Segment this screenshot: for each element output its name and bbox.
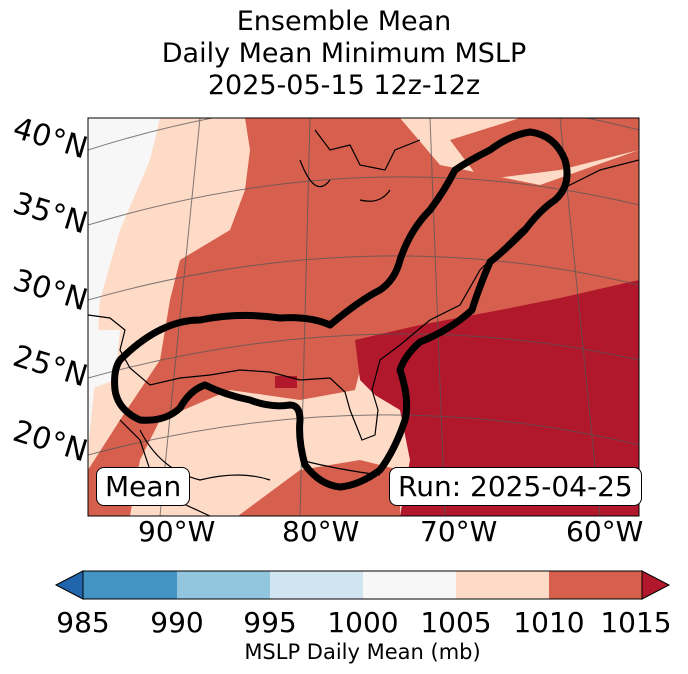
colorbar-tick-985: 985	[56, 606, 110, 639]
colorbar-tick-1015: 1015	[600, 606, 672, 639]
run-date-box: Run: 2025-04-25	[389, 467, 642, 506]
title-line-1: Ensemble Mean	[236, 6, 452, 37]
lon-label-60w: 60°W	[566, 515, 644, 548]
ensemble-contour	[111, 128, 571, 491]
colorbar-label: MSLP Daily Mean (mb)	[244, 640, 481, 664]
map-frame	[87, 117, 640, 517]
colorbar-tick-1005: 1005	[420, 606, 492, 639]
lon-label-70w: 70°W	[420, 515, 498, 548]
colorbar	[54, 570, 671, 600]
colorbar-tick-995: 995	[243, 606, 297, 639]
lon-label-90w: 90°W	[138, 515, 216, 548]
colorbar-tick-1000: 1000	[327, 606, 399, 639]
mean-label-box: Mean	[96, 467, 191, 506]
colorbar-tick-1010: 1010	[513, 606, 585, 639]
title-line-3: 2025-05-15 12z-12z	[207, 70, 481, 101]
lon-label-80w: 80°W	[282, 515, 360, 548]
title-line-2: Daily Mean Minimum MSLP	[161, 38, 527, 69]
colorbar-tick-990: 990	[150, 606, 204, 639]
pressure-field	[88, 118, 639, 516]
